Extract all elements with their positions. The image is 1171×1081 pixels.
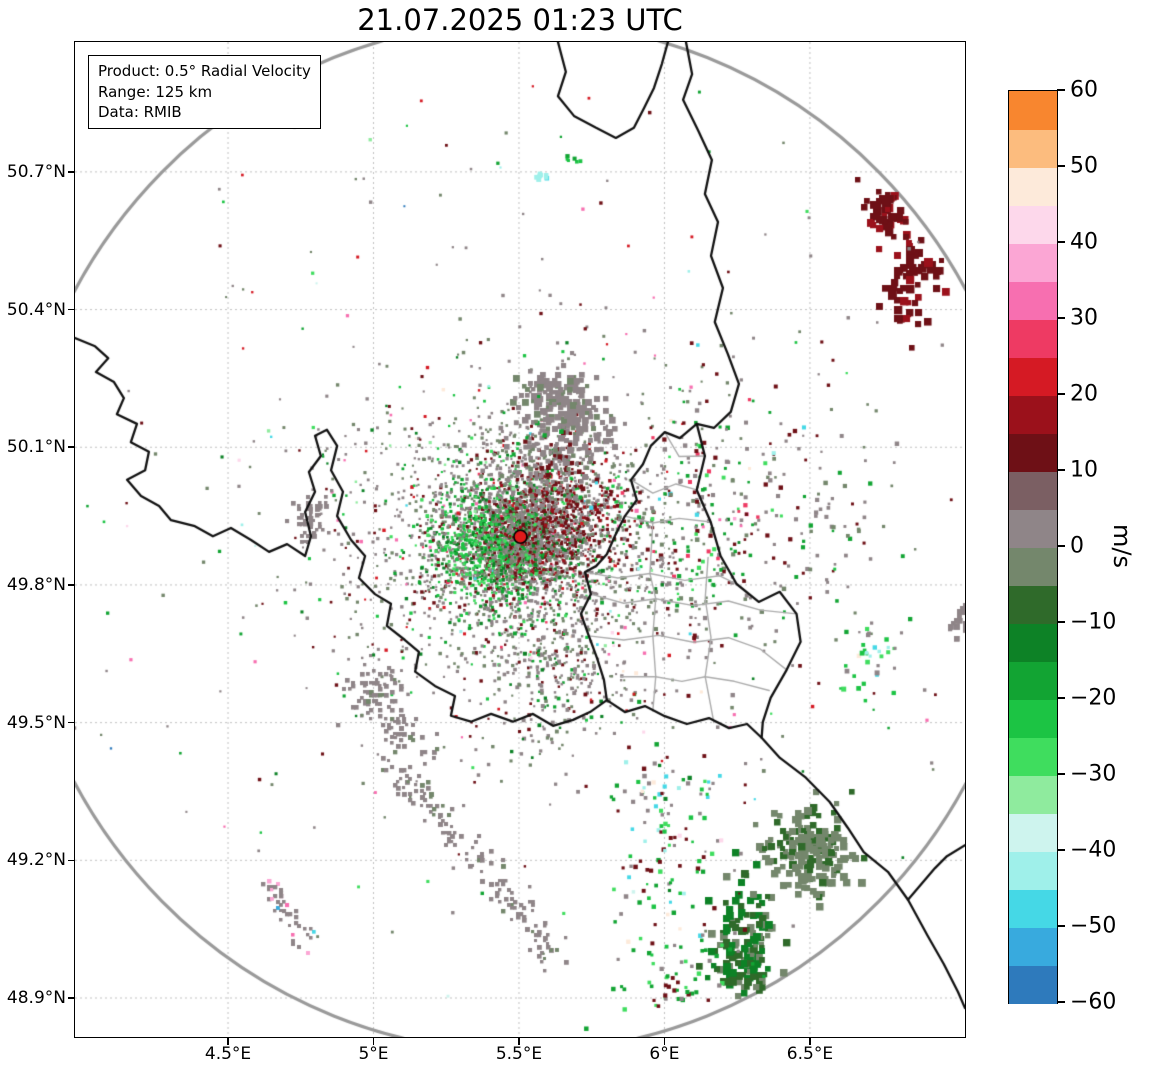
y-tick-mark — [68, 171, 75, 173]
colorbar-segment — [1009, 927, 1057, 966]
x-tick-mark — [663, 1038, 666, 1045]
x-tick-label: 6°E — [649, 1044, 680, 1064]
product-info-box: Product: 0.5° Radial Velocity Range: 125… — [88, 55, 321, 130]
colorbar-segment — [1009, 129, 1057, 168]
colorbar-tick-mark — [1057, 317, 1065, 319]
colorbar-segment — [1009, 319, 1057, 358]
colorbar-segment — [1009, 623, 1057, 662]
colorbar-tick-mark — [1057, 89, 1065, 91]
colorbar-tick-label: 50 — [1070, 153, 1098, 179]
colorbar-segment — [1009, 585, 1057, 624]
y-tick-label: 48.9°N — [6, 987, 66, 1008]
colorbar-tick-label: 0 — [1070, 533, 1084, 559]
colorbar-segment — [1009, 889, 1057, 928]
colorbar-tick-mark — [1057, 545, 1065, 547]
x-tick-mark — [372, 1038, 375, 1045]
colorbar-segment — [1009, 737, 1057, 776]
colorbar-segment — [1009, 243, 1057, 282]
x-tick-label: 5°E — [358, 1044, 389, 1064]
product-info-line: Product: 0.5° Radial Velocity — [98, 62, 311, 80]
y-tick-mark — [68, 997, 75, 999]
colorbar-tick-label: 30 — [1070, 305, 1098, 331]
colorbar-tick-label: −60 — [1070, 989, 1117, 1015]
y-tick-mark — [68, 859, 75, 862]
colorbar-segment — [1009, 965, 1057, 1004]
data-source-line: Data: RMIB — [98, 103, 182, 122]
colorbar-tick-label: −30 — [1070, 761, 1117, 787]
x-tick-mark — [809, 1038, 811, 1045]
y-tick-label: 50.4°N — [6, 299, 66, 320]
figure-title: 21.07.2025 01:23 UTC — [357, 3, 683, 37]
colorbar-segment — [1009, 91, 1057, 130]
y-tick-mark — [68, 446, 75, 449]
colorbar-tick-mark — [1057, 697, 1065, 699]
colorbar-segment — [1009, 813, 1057, 852]
x-tick-label: 5.5°E — [495, 1044, 543, 1064]
colorbar-tick-mark — [1057, 621, 1065, 623]
colorbar-segment — [1009, 509, 1057, 548]
x-tick-label: 4.5°E — [204, 1044, 252, 1064]
colorbar-segment — [1009, 395, 1057, 434]
colorbar-tick-mark — [1057, 165, 1065, 167]
colorbar-tick-mark — [1057, 849, 1065, 851]
colorbar-tick-mark — [1057, 241, 1065, 243]
colorbar-segment — [1009, 281, 1057, 320]
colorbar-tick-label: 60 — [1070, 77, 1098, 103]
colorbar — [1008, 90, 1058, 1004]
y-tick-label: 49.8°N — [6, 574, 66, 595]
colorbar-segment — [1009, 357, 1057, 396]
colorbar-tick-label: 10 — [1070, 457, 1098, 483]
colorbar-segment — [1009, 661, 1057, 700]
colorbar-tick-mark — [1057, 393, 1065, 395]
y-tick-mark — [68, 584, 75, 586]
x-tick-label: 6.5°E — [786, 1044, 834, 1064]
y-tick-mark — [68, 308, 75, 311]
colorbar-segment — [1009, 547, 1057, 586]
y-tick-label: 50.1°N — [6, 437, 66, 458]
colorbar-segment — [1009, 851, 1057, 890]
radar-map-canvas — [75, 42, 965, 1037]
colorbar-tick-label: 40 — [1070, 229, 1098, 255]
colorbar-segment — [1009, 471, 1057, 510]
colorbar-segment — [1009, 699, 1057, 738]
range-info-line: Range: 125 km — [98, 82, 213, 101]
colorbar-tick-label: −20 — [1070, 685, 1117, 711]
x-tick-mark — [227, 1038, 229, 1045]
y-tick-label: 49.2°N — [6, 850, 66, 871]
colorbar-tick-mark — [1057, 469, 1065, 471]
colorbar-unit-label: m/s — [1108, 524, 1136, 568]
x-tick-mark — [518, 1038, 520, 1045]
colorbar-tick-label: −10 — [1070, 609, 1117, 635]
colorbar-tick-mark — [1057, 773, 1065, 775]
colorbar-segment — [1009, 433, 1057, 472]
y-tick-label: 49.5°N — [6, 712, 66, 733]
colorbar-tick-label: −50 — [1070, 913, 1117, 939]
colorbar-segment — [1009, 775, 1057, 814]
colorbar-tick-label: −40 — [1070, 837, 1117, 863]
colorbar-tick-mark — [1057, 1001, 1065, 1003]
colorbar-segment — [1009, 205, 1057, 244]
y-tick-mark — [68, 721, 75, 724]
colorbar-segment — [1009, 167, 1057, 206]
colorbar-tick-label: 20 — [1070, 381, 1098, 407]
colorbar-tick-mark — [1057, 925, 1065, 927]
map-plot-area: Product: 0.5° Radial Velocity Range: 125… — [74, 41, 966, 1038]
y-tick-label: 50.7°N — [6, 161, 66, 182]
